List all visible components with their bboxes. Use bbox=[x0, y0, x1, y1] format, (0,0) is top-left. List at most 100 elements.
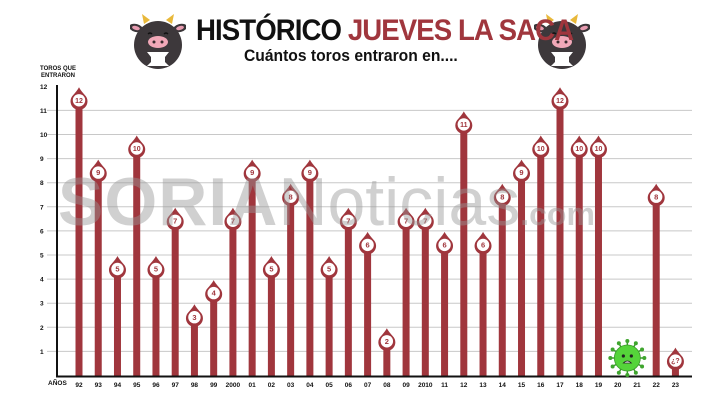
bar-95: 10 bbox=[128, 135, 146, 376]
x-tick-label: 03 bbox=[287, 382, 295, 389]
y-tick-label: 2 bbox=[40, 325, 44, 332]
bar-97: 7 bbox=[166, 207, 184, 376]
bar-13: 6 bbox=[474, 231, 492, 376]
y-axis-label-line1: TOROS QUE bbox=[40, 66, 76, 72]
value-marker-inner bbox=[92, 166, 105, 179]
cow-mascot-icon-left bbox=[130, 14, 186, 69]
value-label: 2 bbox=[385, 337, 389, 346]
value-marker-inner bbox=[515, 166, 528, 179]
value-marker-inner bbox=[592, 142, 605, 155]
bar-94: 5 bbox=[108, 256, 126, 376]
y-axis-label-line2: ENTRARON bbox=[41, 73, 75, 79]
x-tick-label: 2000 bbox=[226, 382, 241, 389]
y-tick-label: 4 bbox=[40, 277, 44, 284]
y-tick-label: 7 bbox=[40, 204, 44, 211]
bar-12: 11 bbox=[455, 111, 473, 376]
bar-22: 8 bbox=[647, 183, 665, 376]
value-label: 6 bbox=[366, 241, 370, 250]
value-label: 12 bbox=[556, 98, 564, 105]
x-tick-label: 08 bbox=[383, 382, 391, 389]
value-marker-inner bbox=[322, 262, 336, 276]
bar-98: 3 bbox=[185, 304, 203, 376]
value-marker-inner bbox=[399, 214, 413, 227]
x-tick-label: 93 bbox=[95, 382, 103, 389]
value-label: 10 bbox=[537, 146, 545, 153]
x-tick-label: 20 bbox=[614, 382, 622, 389]
value-label: 7 bbox=[423, 216, 427, 225]
value-marker-inner bbox=[207, 286, 220, 300]
x-tick-label: 23 bbox=[672, 382, 680, 389]
value-label: 9 bbox=[96, 168, 100, 177]
x-tick-label: 12 bbox=[460, 382, 468, 389]
value-label: 7 bbox=[173, 216, 177, 225]
value-marker-inner bbox=[188, 311, 201, 324]
value-marker-inner bbox=[669, 354, 682, 367]
x-tick-label: 07 bbox=[364, 382, 372, 389]
bar-02: 5 bbox=[262, 256, 280, 376]
value-label: 10 bbox=[133, 146, 141, 153]
y-tick-label: 6 bbox=[40, 228, 44, 235]
bar-17: 12 bbox=[551, 87, 569, 376]
bar-18: 10 bbox=[570, 135, 588, 376]
x-tick-label: 97 bbox=[172, 382, 180, 389]
value-marker-inner bbox=[650, 190, 663, 203]
value-marker-inner bbox=[380, 335, 394, 348]
value-marker-inner bbox=[438, 238, 451, 252]
value-label: 5 bbox=[115, 265, 119, 274]
bar-05: 5 bbox=[320, 256, 338, 376]
bar-96: 5 bbox=[147, 256, 165, 376]
x-tick-label: 96 bbox=[152, 382, 160, 389]
y-tick-label: 10 bbox=[40, 132, 48, 139]
value-marker-inner bbox=[245, 166, 259, 179]
x-tick-label: 99 bbox=[210, 382, 218, 389]
x-tick-label: 04 bbox=[306, 382, 314, 389]
value-marker-inner bbox=[303, 166, 317, 179]
bar-06: 7 bbox=[339, 207, 357, 376]
value-label: 11 bbox=[460, 122, 468, 129]
value-marker-inner bbox=[130, 142, 143, 155]
bar-09: 7 bbox=[397, 207, 415, 376]
bar-2010: 7 bbox=[416, 207, 434, 376]
value-marker-inner bbox=[361, 238, 374, 252]
x-tick-label: 09 bbox=[402, 382, 410, 389]
value-label: ¿? bbox=[671, 358, 680, 365]
x-tick-label: 2010 bbox=[418, 382, 433, 389]
value-label: 10 bbox=[595, 146, 603, 153]
y-axis-label: TOROS QUE ENTRARON bbox=[40, 66, 76, 80]
y-tick-label: 9 bbox=[40, 156, 44, 163]
x-tick-label: 18 bbox=[576, 382, 584, 389]
x-tick-label: 21 bbox=[633, 382, 641, 389]
x-tick-label: 95 bbox=[133, 382, 141, 389]
value-marker-inner bbox=[149, 262, 163, 276]
value-label: 7 bbox=[346, 216, 350, 225]
bar-14: 8 bbox=[493, 183, 511, 376]
value-label: 9 bbox=[519, 168, 523, 177]
y-tick-label: 11 bbox=[40, 108, 47, 115]
bar-93: 9 bbox=[89, 159, 107, 376]
bar-16: 10 bbox=[532, 135, 550, 376]
value-label: 5 bbox=[154, 265, 158, 274]
value-marker-inner bbox=[342, 214, 355, 227]
bar-03: 8 bbox=[282, 183, 300, 376]
value-marker-inner bbox=[496, 190, 509, 203]
y-tick-label: 8 bbox=[40, 180, 44, 187]
x-tick-label: 13 bbox=[479, 382, 487, 389]
value-marker-inner bbox=[284, 190, 297, 203]
value-label: 8 bbox=[654, 192, 658, 201]
x-tick-label: 16 bbox=[537, 382, 545, 389]
x-tick-label: 92 bbox=[75, 382, 83, 389]
value-marker-inner bbox=[169, 214, 182, 227]
bar-08: 2 bbox=[378, 328, 396, 376]
bar-92: 12 bbox=[70, 87, 88, 376]
bar-99: 4 bbox=[205, 280, 223, 376]
bar-01: 9 bbox=[243, 159, 261, 376]
bar-07: 6 bbox=[359, 231, 377, 376]
bar-15: 9 bbox=[513, 159, 531, 376]
value-label: 8 bbox=[500, 192, 504, 201]
cow-mascot-icon-right bbox=[534, 14, 590, 69]
bar-11: 6 bbox=[436, 231, 454, 376]
title-part1: HISTÓRICO bbox=[196, 14, 348, 47]
y-tick-label: 5 bbox=[40, 253, 44, 260]
x-tick-label: 01 bbox=[249, 382, 257, 389]
